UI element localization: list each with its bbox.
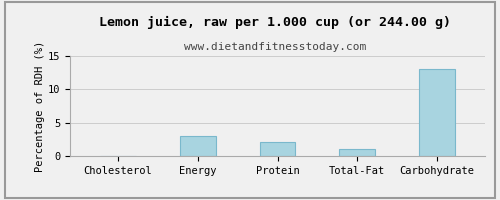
Bar	[419, 69, 455, 156]
Y-axis label: Percentage of RDH (%): Percentage of RDH (%)	[35, 40, 45, 172]
Bar	[260, 142, 296, 156]
Text: www.dietandfitnesstoday.com: www.dietandfitnesstoday.com	[184, 42, 366, 52]
Text: Lemon juice, raw per 1.000 cup (or 244.00 g): Lemon juice, raw per 1.000 cup (or 244.0…	[99, 16, 451, 29]
Bar	[180, 136, 216, 156]
Bar	[340, 149, 376, 156]
